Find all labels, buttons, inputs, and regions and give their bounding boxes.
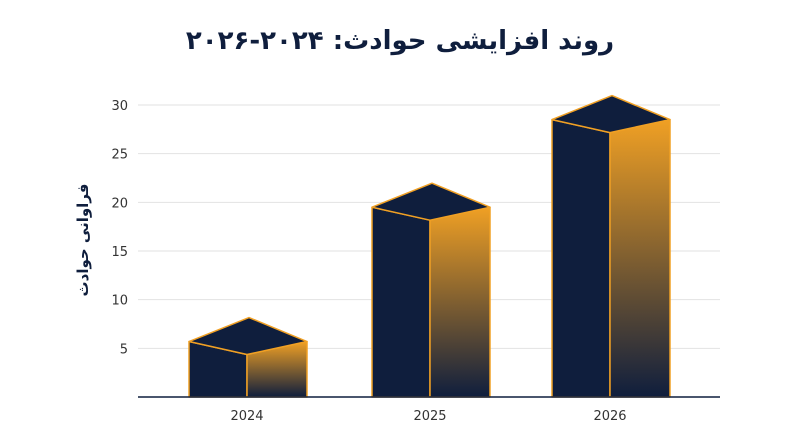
y-axis-label: فراوانی حوادث bbox=[74, 184, 92, 297]
bars bbox=[188, 94, 671, 398]
y-tick-label: 10 bbox=[111, 294, 128, 309]
y-tick-label: 20 bbox=[111, 196, 128, 211]
bar-front bbox=[371, 206, 431, 398]
x-tick-label: 2025 bbox=[413, 409, 446, 424]
bar-top bbox=[371, 182, 491, 221]
y-tick-label: 25 bbox=[111, 148, 128, 163]
bar-side bbox=[429, 206, 491, 398]
bar-top bbox=[188, 316, 308, 356]
x-tick-label: 2024 bbox=[230, 409, 263, 424]
x-tick-label: 2026 bbox=[593, 409, 626, 424]
y-tick-label: 5 bbox=[120, 342, 128, 357]
y-tick-label: 15 bbox=[111, 245, 128, 260]
bar-2026 bbox=[551, 94, 671, 398]
chart-title: روند افزایشی حوادث: ۲۰۲۴-۲۰۲۶ bbox=[185, 26, 615, 56]
y-axis-ticks: 5 10 15 20 25 30 bbox=[111, 99, 128, 357]
bar-side bbox=[609, 118, 671, 398]
bar-front bbox=[551, 118, 611, 398]
y-tick-label: 30 bbox=[111, 99, 128, 114]
bar-top bbox=[551, 94, 671, 134]
bar-2025 bbox=[371, 182, 491, 398]
bar-2024 bbox=[188, 316, 308, 398]
x-axis-ticks: 2024 2025 2026 bbox=[230, 409, 626, 424]
